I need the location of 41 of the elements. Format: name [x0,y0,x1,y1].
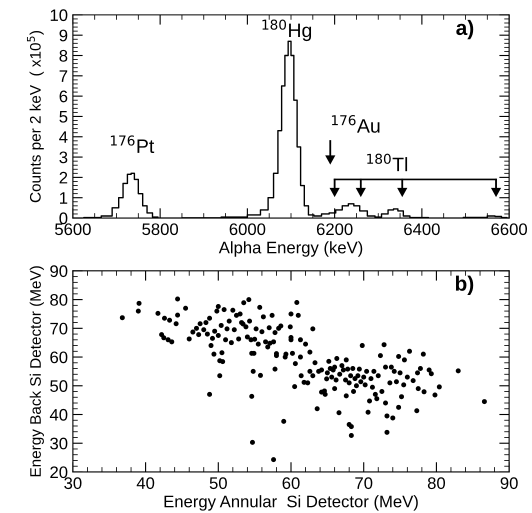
y-tick-label: 5 [59,111,68,123]
y-tick-label: 30 [50,438,68,450]
y-tick-label: 50 [50,380,68,392]
x-tick-label: 6600 [491,223,528,236]
y-tick-label: 20 [50,466,68,478]
annotation: $^{180}$Tl [367,154,408,172]
x-tick-label: 6000 [230,223,266,236]
annotation: a) [456,20,474,40]
annotation: $^{180}$Hg [262,20,312,42]
y-tick-label: 40 [50,408,68,421]
x-tick-label: 80 [428,477,446,490]
y-tick-label: 1 [60,192,68,204]
x-tick-label: 70 [355,477,372,490]
annotation: b) [456,276,474,295]
x-tick-label: 6200 [316,223,353,236]
y-tick-label: 70 [50,322,68,335]
y-tick-label: 60 [50,351,68,364]
y-tick-label: 8 [59,50,68,62]
y-tick-label: 6 [60,90,68,102]
annotation: $^{176}$Au [332,115,380,133]
y-tick-label: 7 [60,70,68,82]
y-tick-label: 9 [60,30,68,42]
x-axis-title: Energy Annular Si Detector (MeV) [164,495,418,511]
y-tick-label: 90 [50,265,68,278]
y-tick-label: 80 [50,294,68,306]
x-tick-label: 40 [136,477,154,490]
y-tick-label: 3 [59,151,68,164]
x-axis-title: Alpha Energy (keV) [218,241,362,257]
y-axis-title: Energy Back Si Detector (MeV) [30,266,44,476]
y-axis-title: Counts per 2 keV ( x10$^{5}$) [26,30,44,202]
x-tick-label: 5800 [142,223,178,236]
y-tick-label: 4 [59,131,68,143]
x-tick-label: 90 [500,477,518,490]
x-tick-label: 60 [282,477,300,490]
y-tick-label: 10 [50,9,68,22]
y-tick-label: 2 [60,172,68,184]
y-tick-label: 0 [59,212,68,224]
x-tick-label: 5600 [55,223,91,236]
x-tick-label: 6400 [404,223,440,236]
x-tick-label: 50 [210,477,227,490]
annotation: $^{176}$Pt [110,135,154,154]
